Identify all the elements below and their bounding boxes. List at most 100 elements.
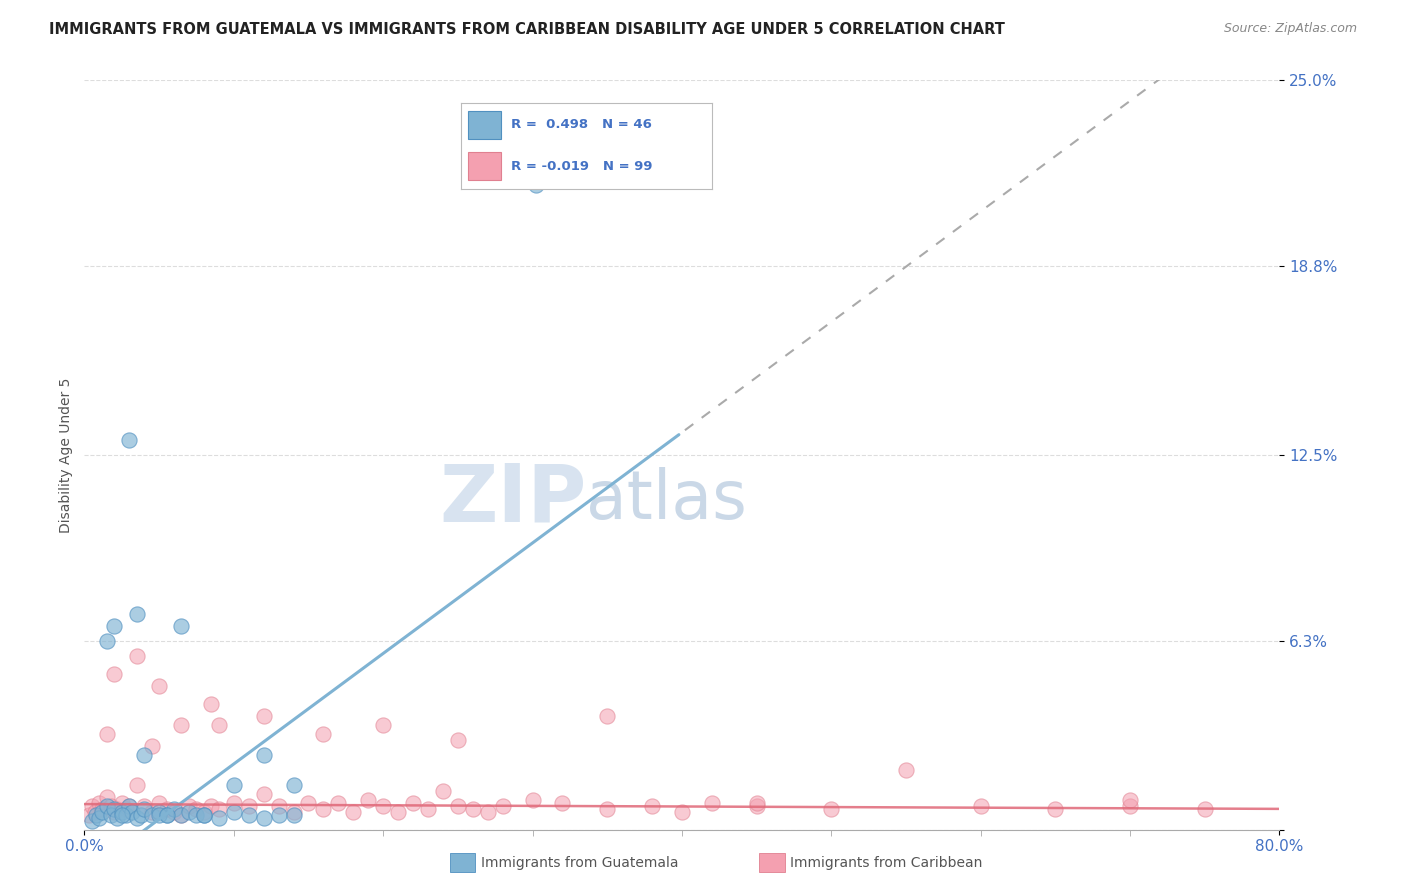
Point — [103, 666, 125, 681]
Point — [671, 805, 693, 819]
Point — [96, 633, 118, 648]
Point — [1194, 801, 1216, 815]
Point — [970, 798, 993, 813]
Point — [373, 798, 395, 813]
Point — [170, 717, 193, 731]
Point — [297, 796, 319, 810]
Point — [596, 801, 619, 815]
Point — [129, 807, 152, 822]
Point — [524, 178, 547, 193]
Point — [641, 798, 664, 813]
Text: Immigrants from Caribbean: Immigrants from Caribbean — [790, 855, 983, 870]
Point — [492, 798, 515, 813]
Point — [267, 807, 290, 822]
Point — [522, 792, 544, 806]
Point — [125, 811, 148, 825]
Point — [1119, 798, 1142, 813]
Point — [432, 783, 454, 797]
Point — [83, 805, 105, 819]
Point — [80, 798, 103, 813]
Point — [170, 807, 193, 822]
Point — [357, 792, 380, 806]
Point — [200, 697, 222, 711]
Point — [253, 787, 276, 801]
Point — [253, 747, 276, 762]
Point — [222, 805, 245, 819]
Point — [115, 801, 138, 815]
Point — [253, 708, 276, 723]
Point — [312, 726, 335, 740]
Point — [121, 805, 143, 819]
Point — [89, 811, 111, 825]
Point — [91, 801, 114, 815]
Point — [125, 648, 148, 663]
Point — [253, 811, 276, 825]
Point — [208, 717, 231, 731]
Point — [91, 805, 114, 819]
Point — [132, 801, 156, 815]
Point — [100, 798, 122, 813]
Point — [155, 807, 177, 822]
Point — [283, 807, 305, 822]
Point — [1045, 801, 1067, 815]
Point — [148, 807, 170, 822]
Point — [283, 805, 305, 819]
Point — [89, 796, 111, 810]
Point — [186, 801, 208, 815]
Point — [103, 619, 125, 633]
Point — [115, 807, 138, 822]
Point — [745, 796, 768, 810]
Point — [148, 679, 170, 693]
Point — [132, 798, 156, 813]
Point — [312, 801, 335, 815]
Point — [447, 732, 470, 747]
Point — [111, 796, 134, 810]
Y-axis label: Disability Age Under 5: Disability Age Under 5 — [59, 377, 73, 533]
Point — [373, 717, 395, 731]
Point — [700, 796, 723, 810]
Point — [238, 798, 260, 813]
Point — [118, 798, 141, 813]
Point — [416, 801, 439, 815]
Point — [155, 807, 177, 822]
Point — [96, 789, 118, 804]
Point — [477, 805, 499, 819]
Point — [745, 798, 768, 813]
Point — [177, 798, 200, 813]
Point — [105, 811, 128, 825]
Point — [96, 726, 118, 740]
Point — [208, 811, 231, 825]
Point — [96, 798, 118, 813]
Point — [148, 805, 170, 819]
Point — [177, 805, 200, 819]
Point — [238, 807, 260, 822]
Text: atlas: atlas — [586, 467, 747, 533]
Point — [103, 801, 125, 815]
Point — [820, 801, 842, 815]
Point — [447, 798, 470, 813]
Point — [100, 807, 122, 822]
Text: ZIP: ZIP — [439, 461, 586, 539]
Point — [141, 807, 163, 822]
Point — [193, 805, 215, 819]
Text: IMMIGRANTS FROM GUATEMALA VS IMMIGRANTS FROM CARIBBEAN DISABILITY AGE UNDER 5 CO: IMMIGRANTS FROM GUATEMALA VS IMMIGRANTS … — [49, 22, 1005, 37]
Point — [141, 739, 163, 753]
Point — [111, 807, 134, 822]
Point — [141, 805, 163, 819]
Point — [222, 778, 245, 792]
Point — [283, 778, 305, 792]
Point — [267, 798, 290, 813]
Point — [118, 433, 141, 447]
Text: Source: ZipAtlas.com: Source: ZipAtlas.com — [1223, 22, 1357, 36]
Point — [170, 619, 193, 633]
Point — [170, 807, 193, 822]
Point — [163, 801, 186, 815]
Point — [118, 798, 141, 813]
Point — [125, 778, 148, 792]
Point — [387, 805, 409, 819]
Point — [103, 805, 125, 819]
Point — [596, 708, 619, 723]
Point — [125, 607, 148, 621]
Point — [342, 805, 364, 819]
Point — [186, 807, 208, 822]
